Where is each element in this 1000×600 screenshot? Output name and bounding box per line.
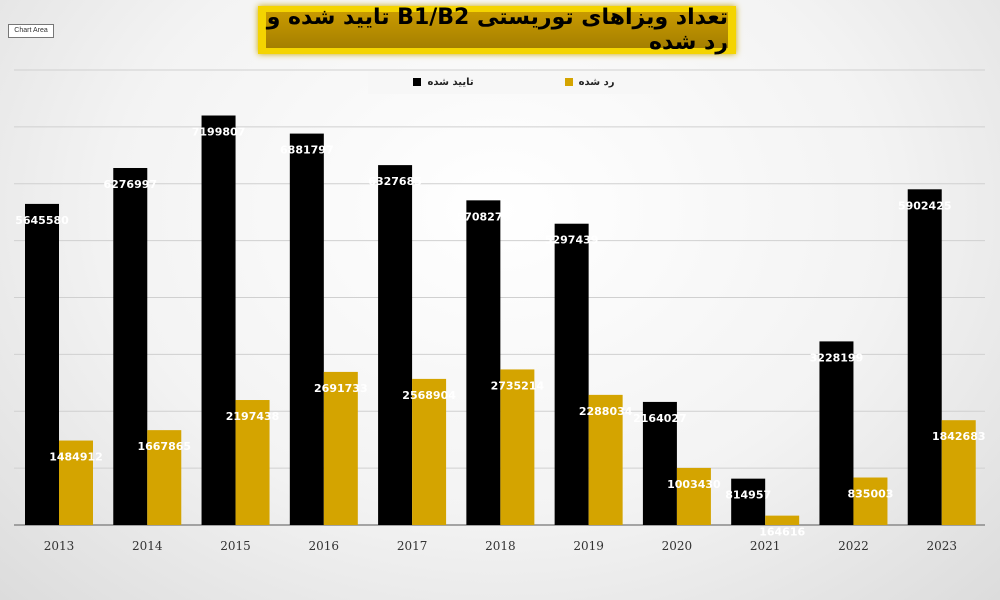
bar-approved — [113, 167, 148, 525]
data-label: 5708278 — [457, 210, 511, 223]
legend-item-approved: تایید شده — [413, 76, 474, 88]
x-tick-label: 2019 — [573, 539, 604, 553]
bar-rejected — [588, 394, 623, 525]
bar-rejected — [500, 369, 535, 525]
data-label: 3228199 — [810, 351, 864, 364]
data-label: 5902425 — [898, 199, 952, 212]
data-label: 1667865 — [137, 440, 191, 453]
legend-label-approved: تایید شده — [427, 76, 474, 88]
chart-area-tag: Chart Area — [8, 24, 54, 38]
x-tick-label: 2020 — [662, 539, 693, 553]
bar-approved — [819, 341, 854, 525]
data-label: 7199807 — [192, 126, 246, 139]
data-label: 1484912 — [49, 451, 103, 464]
chart-title-box: تعداد ویزاهای توریستی B1/B2 تایید شده و … — [258, 5, 736, 55]
bar-approved — [201, 115, 236, 525]
x-tick-label: 2017 — [397, 539, 428, 553]
x-tick-label: 2013 — [44, 539, 75, 553]
x-tick-label: 2015 — [220, 539, 251, 553]
bar-rejected — [676, 467, 711, 525]
legend: تایید شده رد شده — [368, 70, 660, 94]
bar-approved — [642, 401, 677, 525]
data-label: 2735214 — [491, 379, 545, 392]
bar-rejected — [59, 440, 93, 525]
data-label: 2691733 — [314, 382, 368, 395]
data-label: 6327685 — [368, 175, 422, 188]
bar-approved — [731, 478, 766, 525]
data-label: 2288034 — [579, 405, 633, 418]
bar-approved — [554, 223, 589, 525]
data-label: 814957 — [725, 489, 771, 502]
bar-approved — [907, 189, 942, 526]
x-tick-label: 2018 — [485, 539, 516, 553]
bar-rejected — [765, 515, 800, 525]
legend-label-rejected: رد شده — [578, 76, 615, 88]
bar-approved — [25, 203, 59, 525]
bar-rejected — [412, 378, 447, 525]
bar-approved — [289, 133, 324, 526]
bar-rejected — [853, 477, 888, 525]
bar-rejected — [941, 420, 976, 525]
bar-rejected — [235, 400, 270, 525]
x-tick-label: 2023 — [926, 539, 957, 553]
data-label: 835003 — [847, 488, 893, 501]
data-label: 2164027 — [633, 412, 687, 425]
legend-item-rejected: رد شده — [564, 76, 615, 88]
x-tick-label: 2021 — [750, 539, 781, 553]
bar-rejected — [323, 371, 358, 525]
x-tick-label: 2022 — [838, 539, 869, 553]
data-label: 164616 — [759, 526, 805, 539]
data-label: 5297439 — [545, 234, 599, 247]
data-label: 1003430 — [667, 478, 721, 491]
x-tick-label: 2016 — [309, 539, 340, 553]
data-label: 1842683 — [932, 430, 986, 443]
x-tick-label: 2014 — [132, 539, 163, 553]
bar-rejected — [147, 430, 182, 525]
bar-approved — [466, 200, 501, 526]
data-label: 2197438 — [226, 410, 280, 423]
data-label: 6276997 — [103, 178, 157, 191]
legend-swatch-rejected — [564, 78, 573, 86]
legend-swatch-approved — [413, 78, 422, 86]
bar-approved — [378, 165, 413, 525]
data-label: 6881797 — [280, 144, 334, 157]
data-label: 5645580 — [15, 214, 69, 227]
data-label: 2568904 — [402, 389, 456, 402]
